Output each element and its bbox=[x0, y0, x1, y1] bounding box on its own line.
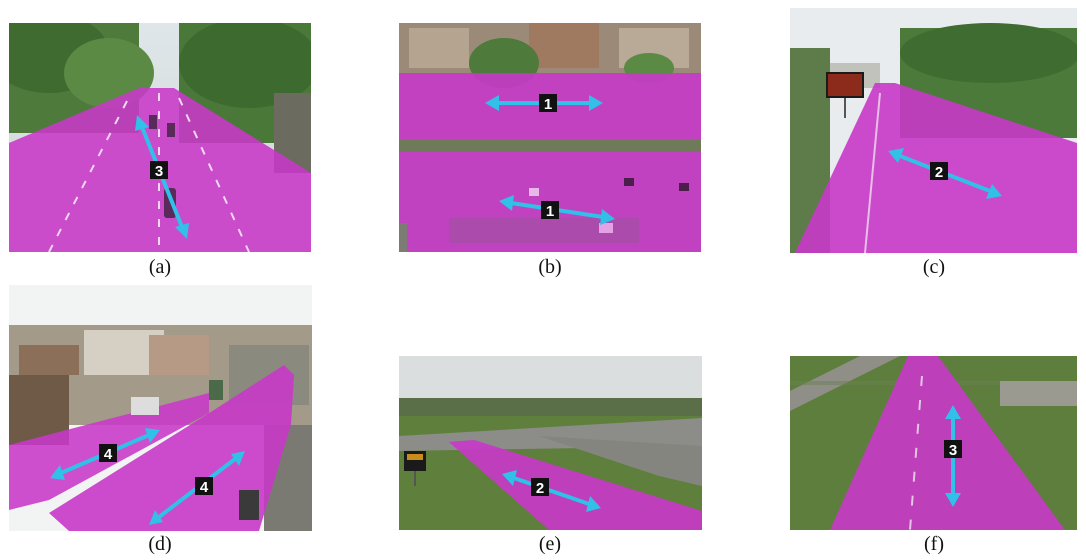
caption-c: (c) bbox=[922, 256, 946, 278]
caption-e: (e) bbox=[538, 533, 562, 555]
direction-badge: 2 bbox=[531, 478, 549, 497]
svg-text:1: 1 bbox=[544, 96, 552, 113]
direction-badge: 3 bbox=[944, 440, 962, 459]
svg-text:2: 2 bbox=[935, 164, 943, 181]
caption-b: (b) bbox=[538, 256, 562, 278]
photo-panel-c: 2 bbox=[790, 8, 1077, 253]
direction-badge: 1 bbox=[539, 94, 557, 113]
svg-text:4: 4 bbox=[200, 479, 209, 496]
direction-badge: 3 bbox=[150, 161, 168, 180]
svg-text:2: 2 bbox=[536, 480, 544, 497]
svg-text:1: 1 bbox=[546, 203, 554, 220]
photo-panel-b: 1 1 bbox=[399, 23, 701, 252]
direction-badge: 4 bbox=[99, 444, 117, 463]
photo-panel-f: 3 bbox=[790, 356, 1077, 530]
caption-d: (d) bbox=[148, 533, 172, 555]
svg-text:3: 3 bbox=[949, 442, 957, 459]
caption-f: (f) bbox=[924, 533, 944, 555]
direction-badge: 4 bbox=[195, 477, 213, 496]
svg-text:3: 3 bbox=[155, 163, 163, 180]
photo-panel-a: 3 bbox=[9, 23, 311, 252]
svg-text:4: 4 bbox=[104, 446, 113, 463]
photo-panel-d: 4 4 bbox=[9, 285, 312, 531]
direction-badge: 1 bbox=[541, 201, 559, 220]
caption-a: (a) bbox=[148, 256, 172, 278]
direction-badge: 2 bbox=[930, 162, 948, 181]
direction-arrow bbox=[502, 470, 601, 512]
photo-panel-e: 2 bbox=[399, 356, 702, 530]
